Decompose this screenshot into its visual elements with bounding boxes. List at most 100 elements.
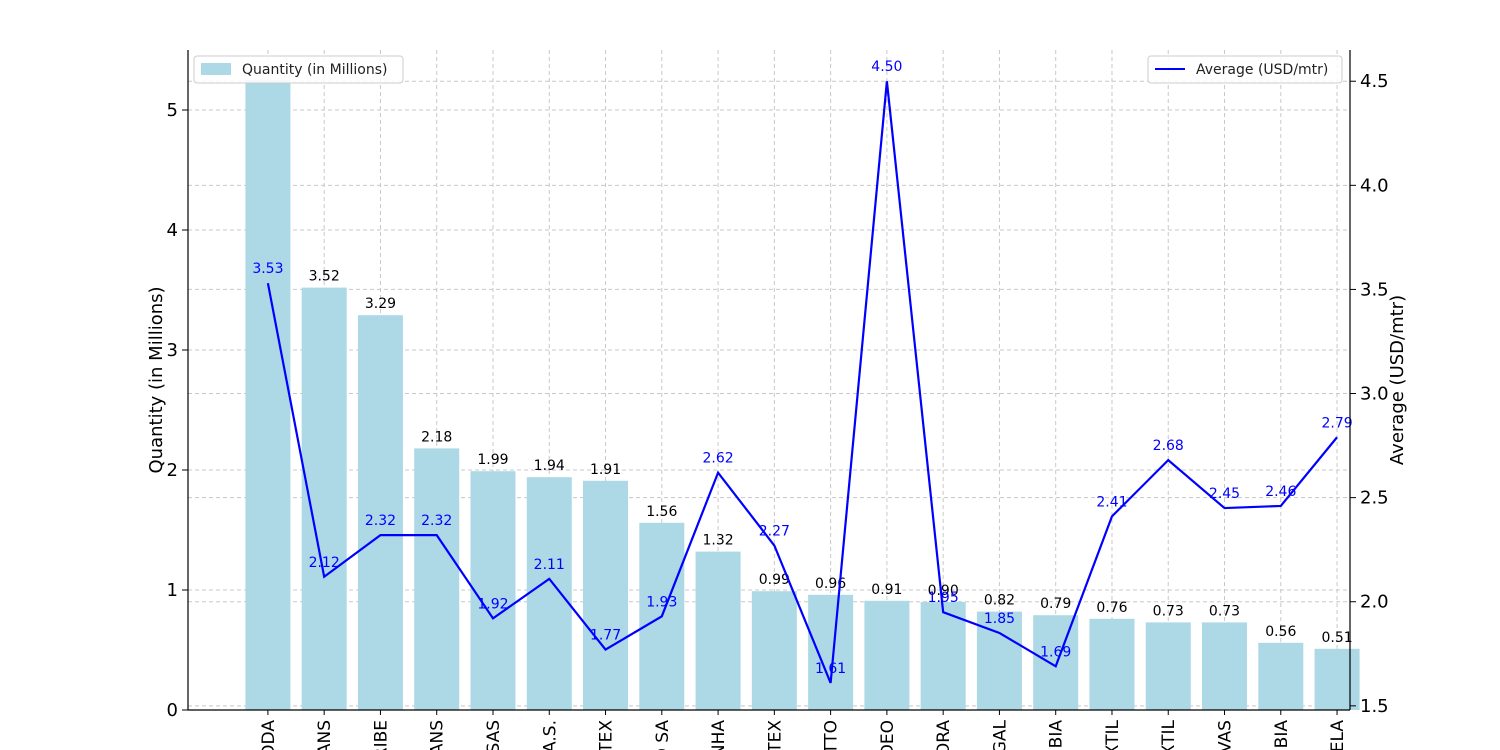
category-tick-label: MBIA	[1272, 720, 1292, 750]
bar-value-label: 1.32	[702, 533, 733, 549]
right-tick-label: 2.5	[1360, 488, 1389, 509]
bar-value-label: 1.56	[646, 504, 677, 520]
line-value-label: 2.79	[1321, 415, 1352, 431]
bar	[920, 602, 966, 710]
category-tick-label: GAL	[990, 719, 1010, 750]
line-value-label: 2.11	[534, 557, 565, 573]
category-tick-label: NHA	[709, 720, 729, 750]
line-legend-label: Average (USD/mtr)	[1196, 62, 1328, 78]
bar-value-label: 0.56	[1265, 624, 1296, 640]
bar	[357, 315, 403, 710]
right-tick-label: 4.5	[1360, 71, 1389, 92]
line-legend: Average (USD/mtr)	[1147, 55, 1343, 84]
category-tick-label: SAS	[484, 720, 504, 750]
bar-value-label: 0.90	[928, 583, 959, 599]
bar-value-label: 0.51	[1321, 630, 1352, 646]
bar-value-label: 3.52	[309, 269, 340, 285]
category-tick-label: TEX	[765, 720, 785, 750]
line-value-label: 4.50	[871, 59, 902, 75]
bar-legend-label: Quantity (in Millions)	[242, 62, 387, 78]
line-value-label: 2.41	[1096, 494, 1127, 510]
line-value-label: 3.53	[252, 261, 283, 277]
category-tick-label: ANS	[315, 720, 335, 750]
left-tick-label: 0	[167, 700, 178, 721]
category-tick-label: ANS	[428, 720, 448, 750]
category-tick-label: ELA	[1328, 720, 1348, 750]
bar-value-label: 1.94	[534, 458, 565, 474]
category-axis-ticks: ODA ANS RIBE ANS SAS A.S. TEX O SA NHA TEX TTO DEO O…	[259, 710, 1348, 750]
category-tick-label: DEO	[878, 720, 898, 750]
bar-value-label: 0.76	[1096, 600, 1127, 616]
bar	[1202, 622, 1248, 710]
bar	[695, 551, 741, 710]
bar-value-label: 1.91	[590, 462, 621, 478]
line-value-label: 1.77	[590, 628, 621, 644]
bar	[526, 477, 572, 710]
left-tick-label: 5	[167, 100, 178, 121]
line-value-label: 1.95	[928, 590, 959, 606]
bar-value-label: 0.96	[815, 576, 846, 592]
category-tick-label: MBIA	[1047, 720, 1067, 750]
category-tick-label: A.S.	[540, 720, 560, 750]
line-value-label: 2.62	[702, 451, 733, 467]
line-value-label: 1.61	[815, 661, 846, 677]
category-tick-label: TEX	[597, 720, 617, 750]
left-tick-label: 3	[167, 340, 178, 361]
bar	[751, 591, 797, 710]
category-tick-label: VAS	[1216, 720, 1236, 750]
line-value-label: 2.45	[1209, 486, 1240, 502]
right-tick-label: 3.0	[1360, 384, 1389, 405]
bar	[1033, 615, 1079, 710]
category-tick-label: ODA	[259, 720, 279, 750]
line-legend-box	[1147, 55, 1343, 84]
bar	[808, 594, 854, 710]
bar-value-label: 0.91	[871, 582, 902, 598]
line-value-label: 2.68	[1153, 438, 1184, 454]
bar	[864, 600, 910, 710]
right-tick-label: 4.0	[1360, 175, 1389, 196]
category-tick-label: XTIL	[1159, 719, 1179, 750]
line-value-label: 1.92	[477, 596, 508, 612]
line-value-label: 2.12	[309, 555, 340, 571]
right-tick-label: 3.5	[1360, 279, 1389, 300]
left-tick-label: 4	[167, 220, 178, 241]
bar-value-label: 0.99	[759, 572, 790, 588]
line-value-label: 1.85	[984, 611, 1015, 627]
bar-value-label: 0.73	[1153, 603, 1184, 619]
right-axis-title: Average (USD/mtr)	[1387, 295, 1408, 465]
bar	[1145, 622, 1191, 710]
left-tick-label: 1	[167, 580, 178, 601]
line-value-label: 1.93	[646, 594, 677, 610]
category-tick-label: RIBE	[371, 720, 391, 750]
line-series	[266, 81, 1338, 684]
line-value-label: 2.32	[365, 513, 396, 529]
left-axis-ticks: 0 1 2 3 4 5	[167, 100, 188, 721]
bar	[470, 471, 516, 710]
bar	[1314, 648, 1360, 710]
average-line	[266, 81, 1338, 684]
line-value-label: 2.32	[421, 513, 452, 529]
line-value-label: 2.27	[759, 524, 790, 540]
line-data-labels: 3.53 2.12 2.32 2.32 1.92 2.11 1.77 1.93 2.62 2.27…	[252, 59, 1352, 677]
bar-value-label: 0.82	[984, 593, 1015, 609]
category-tick-label: ORA	[934, 720, 954, 750]
right-axis-ticks: 1.5 2.0 2.5 3.0 3.5 4.0 4.5	[1350, 71, 1389, 717]
bar-legend-box	[193, 55, 404, 84]
right-tick-label: 2.0	[1360, 592, 1389, 613]
line-value-label: 2.46	[1265, 484, 1296, 500]
bar-value-label: 0.79	[1040, 596, 1071, 612]
line-value-label: 1.69	[1040, 644, 1071, 660]
axes	[187, 50, 1351, 711]
category-tick-label: O SA	[653, 720, 673, 750]
bar-legend-swatch	[201, 63, 231, 75]
bar-value-label: 3.29	[365, 296, 396, 312]
right-tick-label: 1.5	[1360, 696, 1389, 717]
category-tick-label: XTIL	[1103, 719, 1123, 750]
category-tick-label: TTO	[822, 720, 842, 750]
left-axis-title: Quantity (in Millions)	[146, 286, 167, 473]
bar	[414, 448, 460, 710]
left-tick-label: 2	[167, 460, 178, 481]
bar	[245, 80, 291, 710]
bar-value-label: 0.73	[1209, 603, 1240, 619]
